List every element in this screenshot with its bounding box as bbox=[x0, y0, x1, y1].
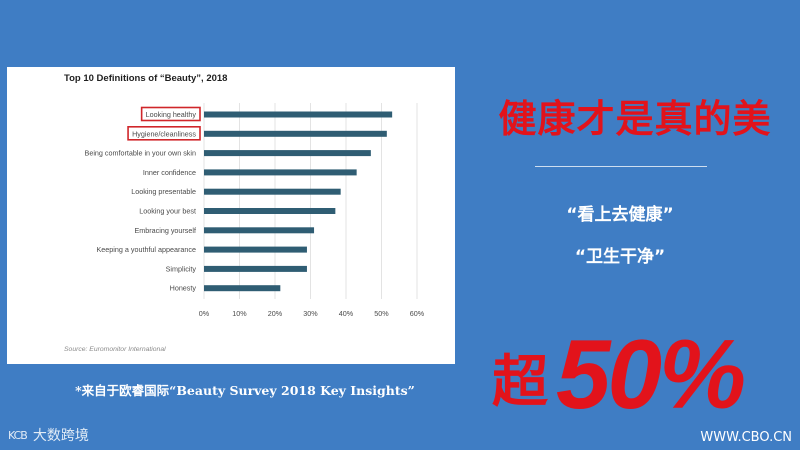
bar bbox=[204, 169, 357, 176]
category-label: Simplicity bbox=[166, 264, 197, 273]
bar bbox=[204, 246, 307, 253]
x-tick-label: 20% bbox=[268, 309, 283, 318]
highlight-box bbox=[140, 106, 201, 122]
footnote: *来自于欧睿国际“Beauty Survey 2018 Key Insights… bbox=[75, 383, 415, 398]
x-tick-label: 0% bbox=[199, 309, 210, 318]
x-tick-label: 60% bbox=[410, 309, 425, 318]
x-tick-label: 30% bbox=[303, 309, 318, 318]
bar bbox=[204, 227, 315, 234]
divider bbox=[535, 166, 707, 167]
chart-card: Top 10 Definitions of “Beauty”, 2018 Loo… bbox=[7, 67, 455, 364]
watermark: KCB 大数跨境 bbox=[8, 425, 89, 445]
quote-looks-healthy: “看上去健康” bbox=[566, 205, 674, 225]
big-stat: 超 50% bbox=[492, 318, 746, 429]
category-label: Inner confidence bbox=[143, 168, 196, 177]
category-label: Keeping a youthful appearance bbox=[96, 245, 196, 254]
category-labels: Looking healthy Hygiene/cleanliness Being … bbox=[85, 106, 201, 293]
highlight-box bbox=[127, 125, 201, 141]
category-label: Embracing yourself bbox=[134, 226, 196, 235]
x-tick-label: 40% bbox=[339, 309, 354, 318]
category-label: Looking your best bbox=[139, 207, 196, 216]
big-stat-value: 50% bbox=[556, 319, 746, 429]
category-label: Being comfortable in your own skin bbox=[85, 149, 196, 158]
bar bbox=[204, 208, 336, 214]
bar bbox=[204, 265, 307, 272]
bar bbox=[204, 285, 281, 292]
bar bbox=[204, 188, 341, 195]
x-tick-label: 10% bbox=[232, 309, 247, 318]
quote-hygiene: “卫生干净” bbox=[574, 247, 666, 267]
watermark-text: 大数跨境 bbox=[32, 428, 89, 444]
headline: 健康才是真的美 bbox=[498, 97, 772, 141]
source-note: Source: Euromonitor International bbox=[64, 346, 166, 353]
big-stat-prefix: 超 bbox=[492, 350, 548, 415]
category-label: Looking presentable bbox=[131, 187, 196, 196]
site-url: WWW.CBO.CN bbox=[700, 430, 792, 445]
bar bbox=[204, 130, 387, 137]
category-label: Hygiene/cleanliness bbox=[132, 129, 196, 138]
bars bbox=[204, 111, 393, 292]
category-label: Honesty bbox=[170, 284, 197, 293]
bar bbox=[204, 111, 393, 118]
x-axis-ticks: 0% 10% 20% 30% 40% 50% 60% bbox=[199, 309, 425, 318]
category-label: Looking healthy bbox=[146, 110, 197, 119]
watermark-logo-icon: KCB bbox=[8, 428, 28, 442]
bar-chart: Top 10 Definitions of “Beauty”, 2018 Loo… bbox=[64, 73, 425, 353]
chart-title: Top 10 Definitions of “Beauty”, 2018 bbox=[64, 73, 227, 84]
x-tick-label: 50% bbox=[374, 309, 389, 318]
bar bbox=[204, 150, 371, 157]
